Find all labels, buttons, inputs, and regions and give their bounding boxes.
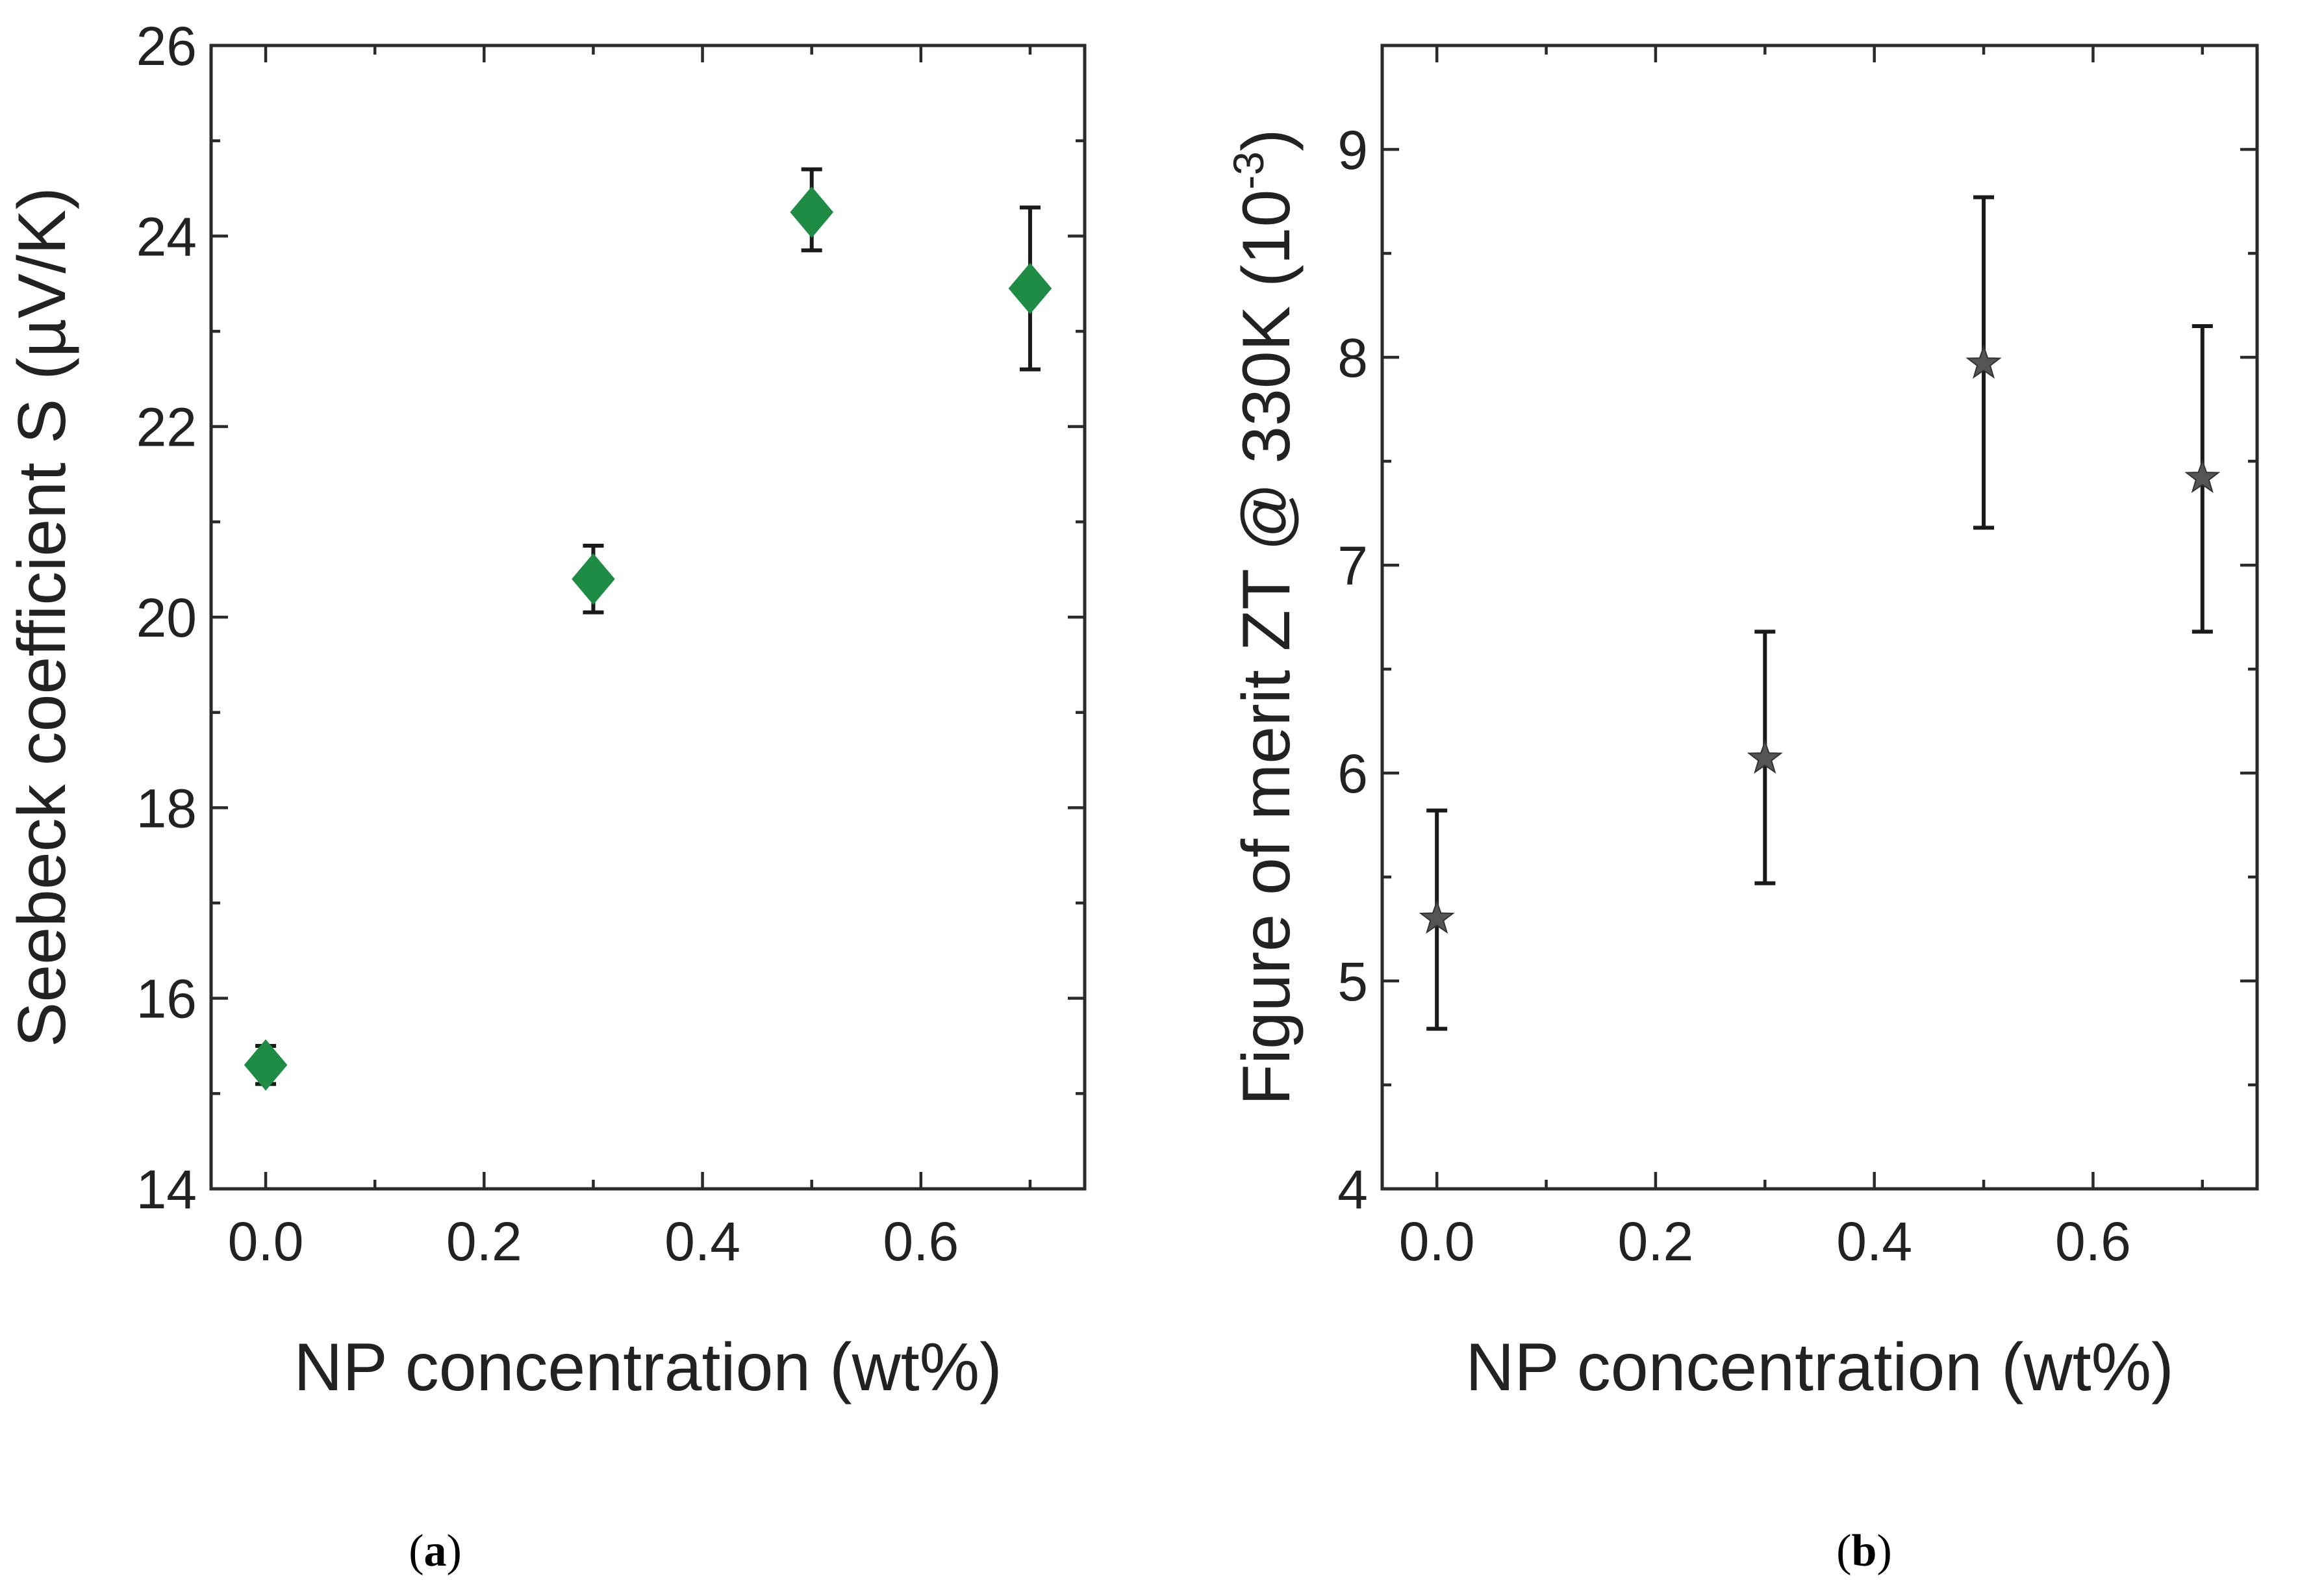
data-point-diamond <box>244 1039 288 1091</box>
panel-a-caption: (a) <box>409 1526 462 1576</box>
data-point-star <box>1965 344 2002 379</box>
x-tick-label: 0.0 <box>228 1211 304 1272</box>
data-point-diamond <box>1008 262 1052 314</box>
panel-b: 0.0 0.2 0.4 0.6 4 5 6 7 8 9 Figure of merit ZT @ … <box>1224 44 2259 1576</box>
y-tick-label: 4 <box>1337 1159 1368 1220</box>
y-tick-label: 18 <box>136 778 197 839</box>
y-tick-label: 22 <box>136 397 197 458</box>
panel-a-ticks: 0.0 0.2 0.4 0.6 14 16 18 20 22 24 26 <box>136 16 1085 1272</box>
panel-a-y-axis-label: Seebeck coefficient S (µV/K) <box>5 187 80 1047</box>
panel-b-caption: (b) <box>1836 1526 1892 1576</box>
data-point-diamond <box>790 186 833 238</box>
panel-b-plot-frame <box>1380 44 2259 1191</box>
data-point-star <box>1419 900 1455 934</box>
panel-b-ticks: 0.0 0.2 0.4 0.6 4 5 6 7 8 9 <box>1337 45 2257 1272</box>
x-tick-label: 0.4 <box>1836 1211 1912 1272</box>
panel-b-y-axis-label: Figure of merit ZT @ 330K (10-3) <box>1224 129 1304 1105</box>
x-tick-label: 0.4 <box>664 1211 740 1272</box>
y-tick-label: 8 <box>1337 327 1368 388</box>
panel-a: 0.0 0.2 0.4 0.6 14 16 18 20 22 24 26 Seebeck coeff… <box>5 16 1087 1576</box>
y-tick-label: 14 <box>136 1159 197 1220</box>
data-point-diamond <box>572 553 615 605</box>
panel-b-x-axis-label: NP concentration (wt%) <box>1465 1330 2174 1405</box>
y-tick-label: 9 <box>1337 120 1368 181</box>
x-tick-label: 0.2 <box>446 1211 522 1272</box>
panel-b-data <box>1419 195 2221 1031</box>
y-tick-label: 26 <box>136 16 197 77</box>
y-tick-label: 16 <box>136 969 197 1030</box>
panel-b-y-axis-label-exponent: -3 <box>1224 151 1272 190</box>
panel-b-y-axis-label-main: Figure of merit ZT @ 330K (10 <box>1229 190 1304 1106</box>
x-tick-label: 0.6 <box>883 1211 959 1272</box>
panel-b-caption-letter: b <box>1852 1526 1877 1576</box>
x-tick-label: 0.0 <box>1399 1211 1475 1272</box>
data-point-star <box>1747 739 1783 774</box>
panel-b-y-axis-label-end: ) <box>1229 129 1304 151</box>
y-tick-label: 20 <box>136 587 197 648</box>
y-tick-label: 5 <box>1337 951 1368 1012</box>
y-tick-label: 24 <box>136 206 197 267</box>
x-tick-label: 0.2 <box>1618 1211 1694 1272</box>
panel-a-caption-letter: a <box>424 1526 447 1576</box>
panel-a-plot-frame <box>209 44 1087 1191</box>
y-tick-label: 7 <box>1337 535 1368 596</box>
panel-a-data <box>244 167 1052 1091</box>
y-tick-label: 6 <box>1337 743 1368 804</box>
data-point-star <box>2184 459 2221 494</box>
x-tick-label: 0.6 <box>2055 1211 2131 1272</box>
panel-a-x-axis-label: NP concentration (wt%) <box>294 1330 1002 1405</box>
